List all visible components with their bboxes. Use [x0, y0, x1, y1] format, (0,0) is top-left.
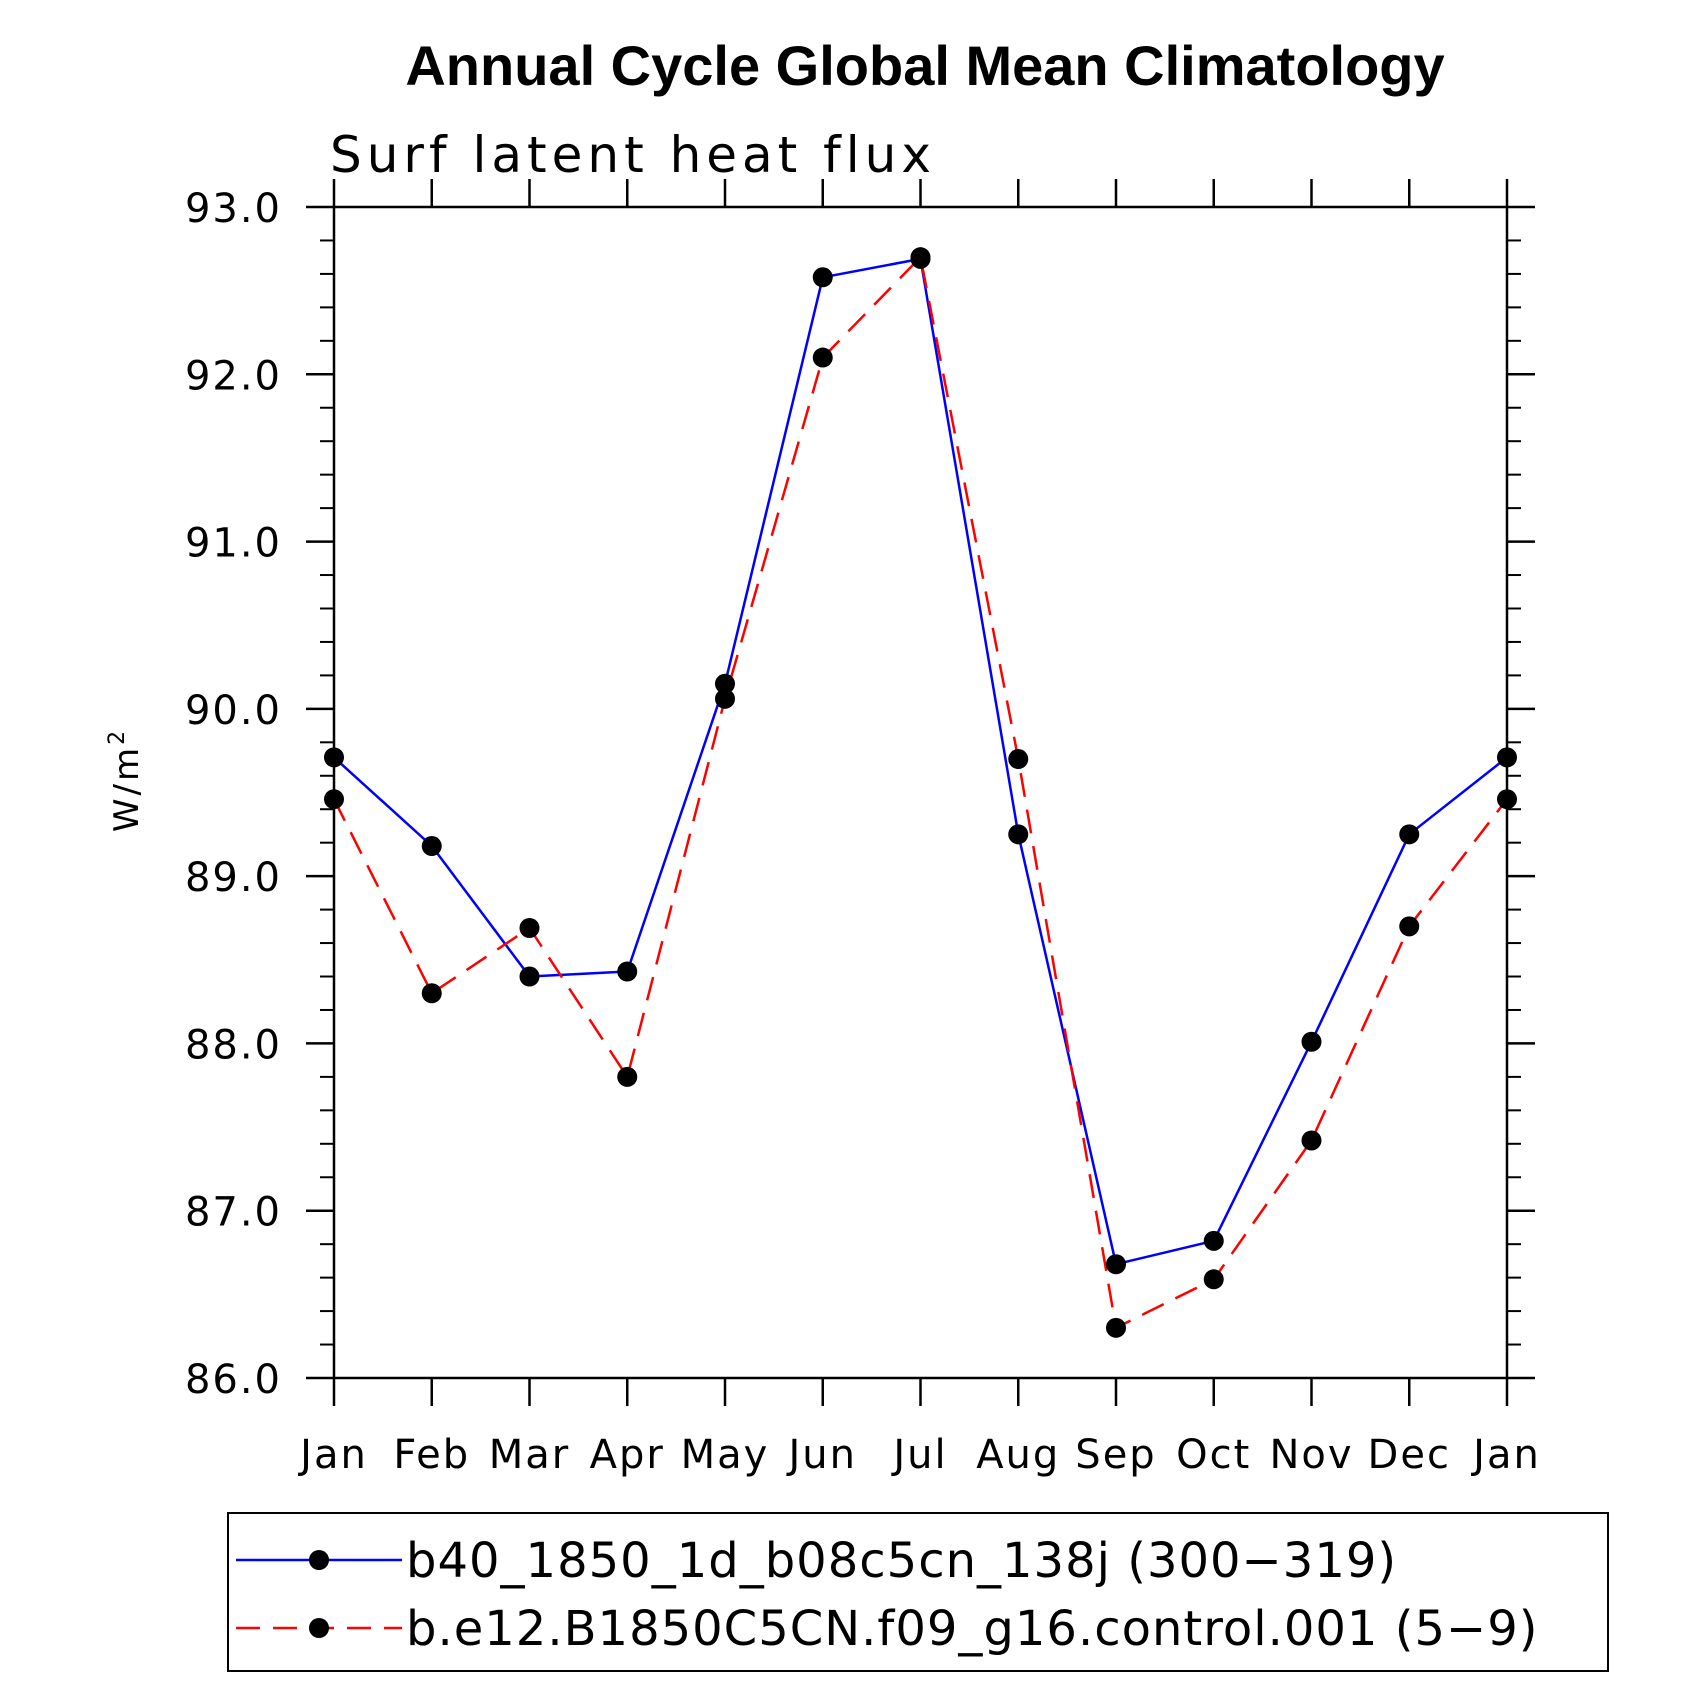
series-2-point — [715, 688, 735, 709]
series-line-1 — [333, 257, 1508, 1266]
y-tick-labels: 86.0 87.0 88.0 89.0 90.0 91.0 92.0 93.0 — [185, 186, 282, 1403]
x-tick-label: May — [681, 1432, 770, 1478]
y-tick-label: 86.0 — [185, 1357, 282, 1403]
series-2-point — [1106, 1317, 1126, 1338]
series-2-point — [421, 983, 442, 1004]
series-2-point — [1399, 916, 1420, 937]
series-2-point — [1301, 1130, 1322, 1151]
x-tick-label: Apr — [590, 1432, 665, 1478]
x-tick-label: Oct — [1176, 1432, 1251, 1478]
axis-ticks — [306, 179, 1535, 1406]
x-tick-label: Dec — [1368, 1432, 1451, 1478]
series-2-point — [617, 1066, 638, 1087]
series-2-point — [519, 918, 540, 939]
y-tick-label: 87.0 — [185, 1190, 282, 1236]
x-tick-label: Nov — [1269, 1432, 1353, 1478]
series-2-point — [1008, 749, 1029, 770]
x-tick-label: Mar — [489, 1432, 570, 1478]
x-tick-label: Jun — [786, 1432, 858, 1478]
y-tick-label: 89.0 — [185, 855, 282, 901]
series-1-point — [1301, 1031, 1322, 1052]
y-tick-label: 88.0 — [185, 1022, 282, 1068]
series-1-point — [617, 961, 638, 982]
series-1-point — [1203, 1230, 1224, 1251]
series-1-point — [1106, 1254, 1126, 1275]
y-axis-label-text: W/m — [107, 745, 147, 832]
series-1-point — [519, 966, 540, 987]
x-tick-label: Jan — [1470, 1432, 1541, 1478]
y-tick-label: 92.0 — [185, 353, 282, 399]
x-tick-label: Feb — [393, 1432, 470, 1478]
series-line-2 — [332, 255, 1508, 1330]
x-tick-labels: Jan Feb Mar Apr May Jun Jul Aug Sep Oct Nov Dec Jan — [297, 1432, 1541, 1478]
legend-marker-blue — [309, 1550, 329, 1570]
y-tick-label: 90.0 — [185, 688, 282, 734]
series-2-point — [812, 347, 833, 368]
series-layer — [324, 247, 1517, 1338]
series-1-point — [421, 836, 442, 857]
series-2-point — [1203, 1269, 1224, 1290]
x-tick-label: Jan — [297, 1432, 368, 1478]
series-1-point — [715, 673, 735, 694]
legend-label-series-2: b.e12.B1850C5CN.f09_g16.control.001 (5−9… — [406, 1601, 1538, 1657]
legend: b40_1850_1d_b08c5cn_138j (300−319) b.e12… — [227, 1512, 1609, 1672]
chart-subtitle: Surf latent heat flux — [330, 126, 936, 184]
series-1-point — [812, 267, 833, 288]
series-1-point — [1008, 824, 1029, 845]
legend-marker-red — [309, 1618, 329, 1638]
plot-frame — [332, 205, 1509, 1380]
x-tick-label: Jul — [890, 1432, 947, 1478]
y-axis-label-superscript: 2 — [105, 728, 130, 745]
chart-title: Annual Cycle Global Mean Climatology — [405, 34, 1444, 97]
x-tick-label: Sep — [1075, 1432, 1156, 1478]
x-tick-label: Aug — [976, 1432, 1060, 1478]
y-tick-label: 91.0 — [185, 521, 282, 567]
series-1-point — [1399, 824, 1420, 845]
y-axis-label: W/m2 — [105, 728, 147, 832]
svg-text:W/m2: W/m2 — [105, 728, 147, 832]
legend-label-series-1: b40_1850_1d_b08c5cn_138j (300−319) — [406, 1533, 1397, 1589]
legend-box — [227, 1512, 1609, 1672]
series-2-point — [910, 247, 931, 268]
y-tick-label: 93.0 — [185, 186, 282, 232]
